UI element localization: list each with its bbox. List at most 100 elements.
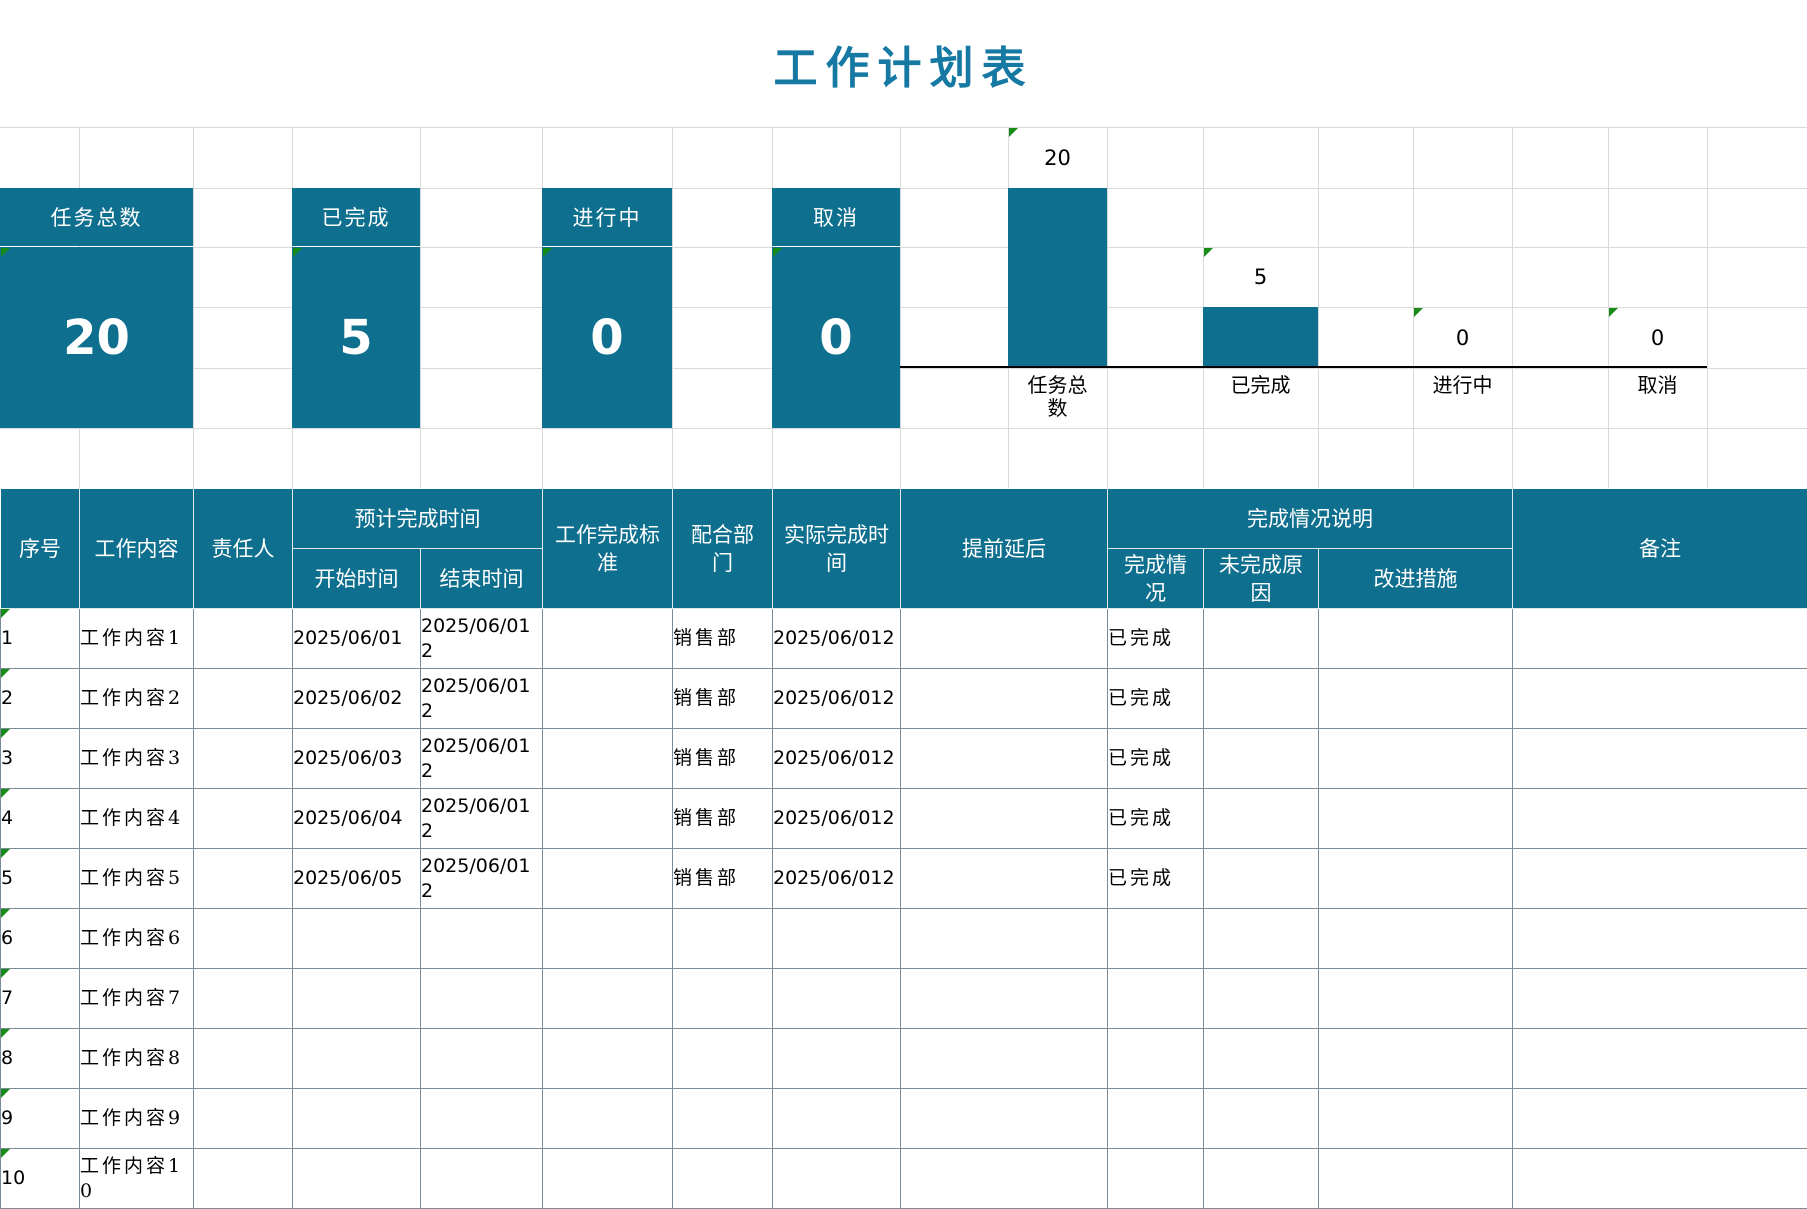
cell-r6-c7[interactable] [772,908,901,969]
cell-r4-c4[interactable]: 2025/06/012 [420,788,543,849]
cell-r7-c5[interactable] [542,968,673,1029]
header-standard[interactable]: 工作完成标准 [542,488,673,609]
cell-r3-c6[interactable]: 销售部 [672,728,773,789]
cell-r3-c9[interactable]: 已完成 [1107,728,1204,789]
cell-r7-c6[interactable] [672,968,773,1029]
header-content[interactable]: 工作内容 [79,488,194,609]
cell-r5-c1[interactable]: 工作内容5 [79,848,194,909]
cell-r4-c10[interactable] [1203,788,1319,849]
cell-r5-c9[interactable]: 已完成 [1107,848,1204,909]
kpi-total-label[interactable]: 任务总数 [0,188,193,246]
cell-r7-c7[interactable] [772,968,901,1029]
cell-r9-c1[interactable]: 工作内容9 [79,1088,194,1149]
chart-category-inprogress[interactable]: 进行中 [1432,373,1493,397]
cell-r8-c10[interactable] [1203,1028,1319,1089]
cell-r8-c11[interactable] [1317,1028,1514,1089]
kpi-inprogress-label[interactable]: 进行中 [542,188,672,246]
cell-r5-c3[interactable]: 2025/06/05 [292,848,421,909]
cell-r4-c3[interactable]: 2025/06/04 [292,788,421,849]
cell-r6-c4[interactable] [420,908,543,969]
cell-r10-c8[interactable] [900,1148,1108,1209]
cell-r7-c4[interactable] [420,968,543,1029]
cell-r10-c11[interactable] [1317,1148,1514,1209]
cell-r9-c10[interactable] [1203,1088,1319,1149]
cell-r7-c0[interactable]: 7 [0,968,80,1029]
cell-r8-c1[interactable]: 工作内容8 [79,1028,194,1089]
cell-r5-c7[interactable]: 2025/06/012 [772,848,901,909]
kpi-done-value[interactable]: 5 [292,247,420,428]
cell-r6-c9[interactable] [1107,908,1204,969]
cell-r6-c5[interactable] [542,908,673,969]
header-end[interactable]: 结束时间 [420,548,543,609]
cell-r9-c4[interactable] [420,1088,543,1149]
cell-r6-c2[interactable] [193,908,293,969]
cell-r2-c9[interactable]: 已完成 [1107,668,1204,729]
cell-r5-c8[interactable] [900,848,1108,909]
cell-r7-c1[interactable]: 工作内容7 [79,968,194,1029]
cell-r5-c2[interactable] [193,848,293,909]
cell-r5-c11[interactable] [1317,848,1514,909]
cell-r2-c12[interactable] [1512,668,1807,729]
cell-r9-c5[interactable] [542,1088,673,1149]
kpi-cancel-label[interactable]: 取消 [772,188,900,246]
cell-r1-c8[interactable] [900,608,1108,669]
cell-r6-c8[interactable] [900,908,1108,969]
cell-r8-c5[interactable] [542,1028,673,1089]
cell-r10-c1[interactable]: 工作内容10 [79,1148,194,1209]
cell-r9-c8[interactable] [900,1088,1108,1149]
chart-category-cancel[interactable]: 取消 [1637,373,1678,397]
kpi-total-value[interactable]: 20 [0,247,193,428]
cell-r4-c6[interactable]: 销售部 [672,788,773,849]
cell-r1-c6[interactable]: 销售部 [672,608,773,669]
cell-r10-c7[interactable] [772,1148,901,1209]
cell-r8-c6[interactable] [672,1028,773,1089]
cell-r1-c1[interactable]: 工作内容1 [79,608,194,669]
cell-r7-c12[interactable] [1512,968,1807,1029]
cell-r6-c10[interactable] [1203,908,1319,969]
cell-r9-c11[interactable] [1317,1088,1514,1149]
cell-r5-c4[interactable]: 2025/06/012 [420,848,543,909]
cell-r5-c0[interactable]: 5 [0,848,80,909]
cell-r6-c0[interactable]: 6 [0,908,80,969]
header-improve[interactable]: 改进措施 [1317,548,1514,609]
cell-r9-c2[interactable] [193,1088,293,1149]
header-status-note[interactable]: 完成情况说明 [1106,488,1514,549]
cell-r10-c10[interactable] [1203,1148,1319,1209]
cell-r3-c3[interactable]: 2025/06/03 [292,728,421,789]
cell-r7-c11[interactable] [1317,968,1514,1029]
cell-r2-c4[interactable]: 2025/06/012 [420,668,543,729]
cell-r2-c3[interactable]: 2025/06/02 [292,668,421,729]
cell-r8-c4[interactable] [420,1028,543,1089]
cell-r1-c12[interactable] [1512,608,1807,669]
header-ahead-behind[interactable]: 提前延后 [900,488,1108,609]
cell-r2-c6[interactable]: 销售部 [672,668,773,729]
cell-r1-c9[interactable]: 已完成 [1107,608,1204,669]
cell-r10-c9[interactable] [1107,1148,1204,1209]
cell-r8-c3[interactable] [292,1028,421,1089]
header-index[interactable]: 序号 [0,488,80,609]
cell-r3-c1[interactable]: 工作内容3 [79,728,194,789]
cell-r8-c0[interactable]: 8 [0,1028,80,1089]
chart-category-done[interactable]: 已完成 [1230,373,1291,397]
cell-r3-c8[interactable] [900,728,1108,789]
cell-r10-c3[interactable] [292,1148,421,1209]
cell-r1-c7[interactable]: 2025/06/012 [772,608,901,669]
cell-r9-c9[interactable] [1107,1088,1204,1149]
cell-r3-c12[interactable] [1512,728,1807,789]
cell-r9-c0[interactable]: 9 [0,1088,80,1149]
cell-r9-c7[interactable] [772,1088,901,1149]
cell-r7-c2[interactable] [193,968,293,1029]
chart-value-cancel[interactable]: 0 [1650,325,1665,350]
cell-r2-c1[interactable]: 工作内容2 [79,668,194,729]
cell-r4-c11[interactable] [1317,788,1514,849]
cell-r7-c3[interactable] [292,968,421,1029]
chart-value-total[interactable]: 20 [1044,145,1071,170]
header-dept[interactable]: 配合部门 [672,488,773,609]
cell-r9-c12[interactable] [1512,1088,1807,1149]
header-planned-time[interactable]: 预计完成时间 [292,488,543,549]
header-status[interactable]: 完成情况 [1107,548,1204,609]
chart-value-done[interactable]: 5 [1253,265,1268,289]
cell-r4-c0[interactable]: 4 [0,788,80,849]
cell-r4-c7[interactable]: 2025/06/012 [772,788,901,849]
cell-r7-c9[interactable] [1107,968,1204,1029]
